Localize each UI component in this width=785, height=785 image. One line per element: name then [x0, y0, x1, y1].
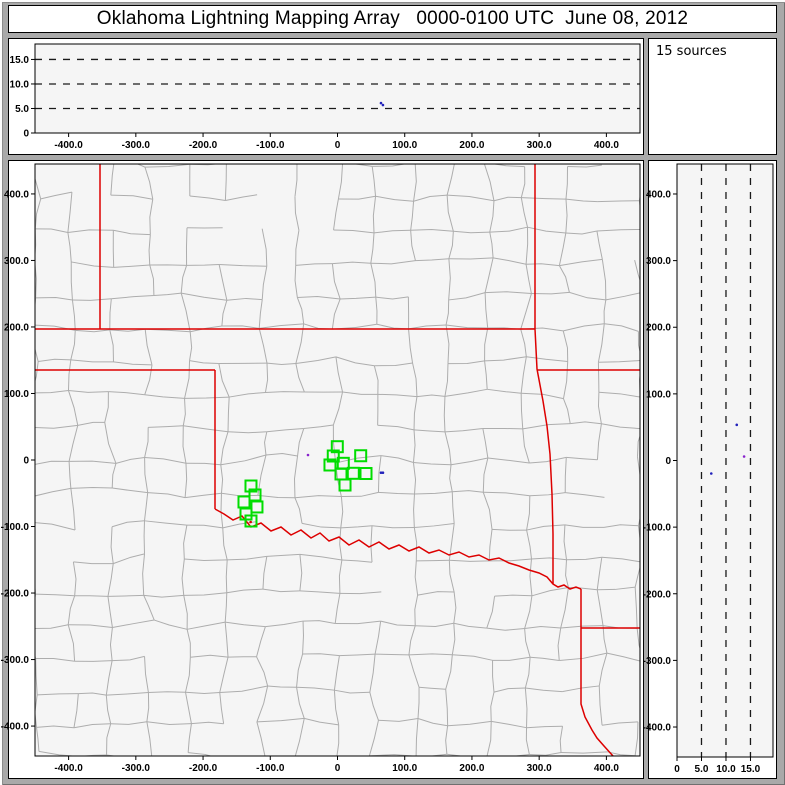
svg-text:-400.0: -400.0 [1, 722, 30, 733]
svg-text:5.0: 5.0 [695, 764, 709, 775]
svg-text:100.0: 100.0 [392, 140, 417, 151]
svg-text:400.0: 400.0 [594, 140, 619, 151]
svg-text:0: 0 [23, 129, 29, 140]
svg-text:0: 0 [665, 456, 671, 467]
svg-text:300.0: 300.0 [646, 256, 671, 267]
svg-text:-100.0: -100.0 [256, 763, 285, 774]
svg-text:-100.0: -100.0 [256, 140, 285, 151]
svg-text:400.0: 400.0 [4, 189, 29, 200]
window-title: Oklahoma Lightning Mapping Array 0000-01… [96, 8, 689, 29]
svg-text:300.0: 300.0 [4, 256, 29, 267]
svg-text:-400.0: -400.0 [643, 723, 672, 734]
svg-text:-300.0: -300.0 [122, 763, 151, 774]
svg-text:-200.0: -200.0 [189, 763, 218, 774]
svg-text:-200.0: -200.0 [1, 589, 30, 600]
altitude-eastwest-panel: -400.0 -300.0 -200.0 -100.0 0 100.0 200.0 300.0… [8, 38, 644, 155]
svg-text:0: 0 [335, 763, 341, 774]
svg-text:-100.0: -100.0 [643, 523, 672, 534]
svg-text:15.0: 15.0 [741, 764, 761, 775]
svg-text:0: 0 [23, 456, 29, 467]
svg-text:10.0: 10.0 [716, 764, 736, 775]
svg-text:-400.0: -400.0 [54, 763, 83, 774]
svg-text:100.0: 100.0 [392, 763, 417, 774]
altitude-northsouth-panel: 0 5.0 10.0 15.0 400.0 300.0 200.0 100.0 0 -100.0 -… [643, 160, 777, 779]
svg-text:-300.0: -300.0 [643, 656, 672, 667]
altitude-eastwest-plot[interactable]: -400.0 -300.0 -200.0 -100.0 0 100.0 200.0 300.0… [9, 39, 643, 154]
svg-text:0: 0 [674, 764, 680, 775]
svg-text:-400.0: -400.0 [54, 140, 83, 151]
svg-text:-200.0: -200.0 [189, 140, 218, 151]
svg-text:400.0: 400.0 [646, 189, 671, 200]
svg-text:-100.0: -100.0 [1, 522, 30, 533]
svg-text:100.0: 100.0 [4, 389, 29, 400]
svg-text:200.0: 200.0 [4, 322, 29, 333]
svg-text:-200.0: -200.0 [643, 589, 672, 600]
title-bar: Oklahoma Lightning Mapping Array 0000-01… [8, 5, 777, 33]
svg-text:400.0: 400.0 [594, 763, 619, 774]
svg-text:300.0: 300.0 [527, 763, 552, 774]
map-plan-view-plot[interactable]: -400.0 -300.0 -200.0 -100.0 0 100.0 200.0 300.0… [1, 161, 643, 778]
svg-text:200.0: 200.0 [459, 763, 484, 774]
svg-text:5.0: 5.0 [15, 104, 29, 115]
svg-text:200.0: 200.0 [646, 323, 671, 334]
sources-count-panel: 15 sources [648, 38, 777, 155]
svg-text:-300.0: -300.0 [122, 140, 151, 151]
svg-text:10.0: 10.0 [10, 79, 30, 90]
svg-text:15.0: 15.0 [10, 55, 30, 66]
sources-count-label: 15 sources [656, 44, 727, 59]
svg-text:0: 0 [335, 140, 341, 151]
svg-text:100.0: 100.0 [646, 389, 671, 400]
svg-text:200.0: 200.0 [459, 140, 484, 151]
map-panel: -400.0 -300.0 -200.0 -100.0 0 100.0 200.0 300.0… [1, 160, 644, 779]
svg-text:-300.0: -300.0 [1, 655, 30, 666]
svg-text:300.0: 300.0 [527, 140, 552, 151]
altitude-northsouth-plot[interactable]: 0 5.0 10.0 15.0 400.0 300.0 200.0 100.0 0 -100.0 -… [643, 161, 776, 778]
